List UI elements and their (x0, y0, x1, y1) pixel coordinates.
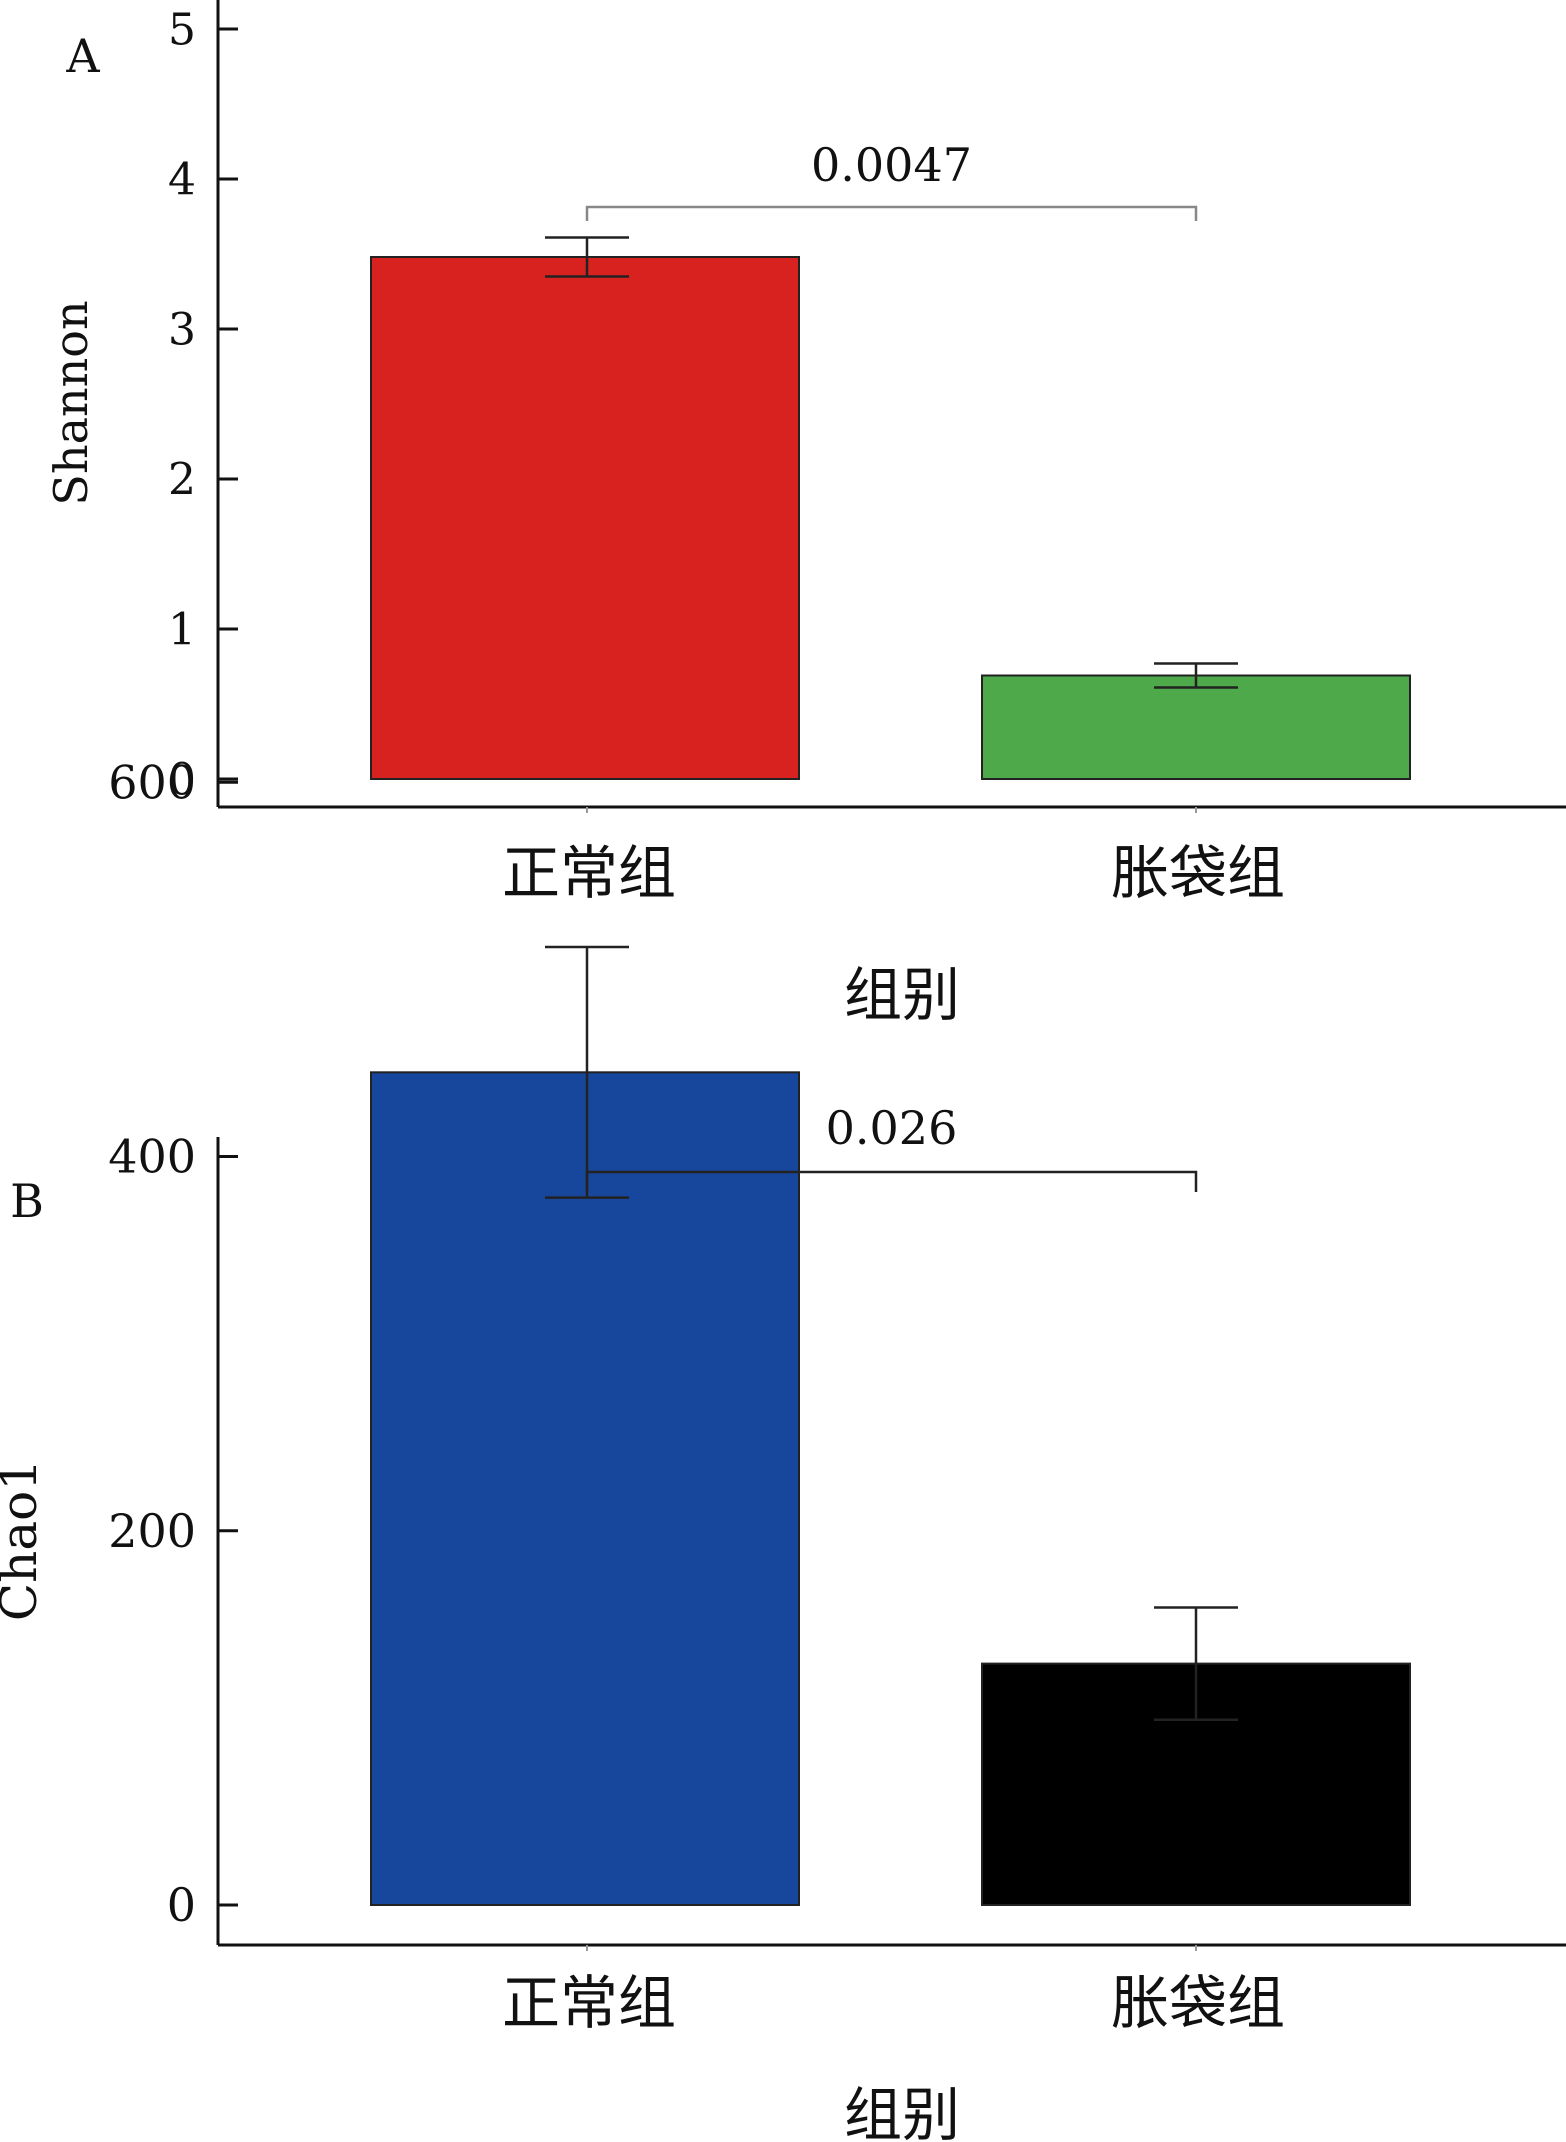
x-axis-title: 组别 (844, 961, 960, 1029)
bars (370, 1071, 1411, 1907)
y-axis-title: Chao1 (0, 1459, 48, 1621)
significance-bracket: 0.0047 (585, 138, 1198, 221)
error-bars (545, 945, 1238, 1722)
y-tick-label: 2 (168, 454, 196, 505)
error-bar (545, 236, 629, 278)
x-axis-title: 组别 (844, 2081, 960, 2142)
y-tick-label: 200 (108, 1504, 196, 1558)
y-tick-label: 400 (108, 1130, 196, 1184)
y-tick-label: 0 (168, 754, 196, 805)
y-tick-label: 1 (168, 604, 196, 655)
significance-line (585, 205, 1198, 221)
x-tick-label: 正常组 (502, 1969, 676, 2037)
y-ticks: 0 1 2 3 4 5 (168, 4, 238, 805)
x-tick-label: 正常组 (502, 839, 676, 907)
panel-a: A 0 1 2 3 4 5 Shannon 正常组 胀袋组 0.0047 组别 (44, 0, 1566, 1029)
y-tick-label: 600 (108, 755, 196, 809)
p-value-label: 0.0047 (811, 138, 972, 192)
y-tick-label: 4 (168, 154, 196, 205)
x-tick-label: 胀袋组 (1111, 839, 1285, 907)
x-ticks: 正常组 胀袋组 (502, 807, 1285, 907)
y-tick-label: 3 (168, 304, 196, 355)
panel-label: A (65, 29, 100, 83)
error-bars (545, 236, 1238, 689)
bars (370, 256, 1411, 780)
bar (370, 256, 800, 780)
bar (370, 1071, 800, 1907)
y-axis-title: Shannon (44, 300, 98, 505)
significance-line (585, 1170, 1198, 1192)
y-tick-label: 5 (168, 4, 196, 55)
panel-label: B (10, 1174, 44, 1228)
error-bar (1154, 662, 1238, 689)
error-bar (545, 945, 629, 1199)
x-tick-label: 胀袋组 (1111, 1969, 1285, 2037)
y-ticks: 0 200 400 600 (108, 755, 238, 1932)
bar (981, 674, 1411, 780)
p-value-label: 0.026 (826, 1101, 958, 1155)
y-tick-label: 0 (167, 1878, 196, 1932)
x-ticks: 正常组 胀袋组 (502, 1945, 1285, 2037)
error-bar (1154, 1606, 1238, 1722)
significance-bracket: 0.026 (585, 1101, 1198, 1192)
